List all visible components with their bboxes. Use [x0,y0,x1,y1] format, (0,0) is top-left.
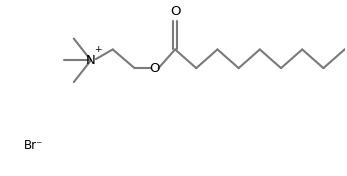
Text: +: + [94,45,102,54]
Text: O: O [150,62,160,75]
Text: O: O [170,5,180,18]
Text: N: N [86,54,96,67]
Text: Br⁻: Br⁻ [24,139,43,152]
